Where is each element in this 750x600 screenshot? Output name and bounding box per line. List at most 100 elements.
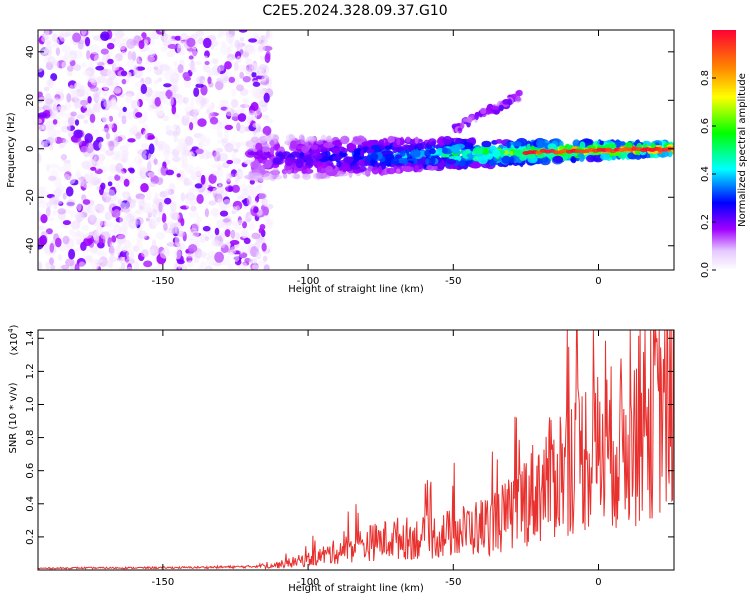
noise-blob — [97, 241, 105, 249]
noise-blob — [76, 114, 86, 120]
noise-blob — [84, 36, 91, 47]
noise-blob — [103, 99, 113, 109]
noise-blob — [83, 119, 89, 124]
track-blob — [512, 141, 522, 147]
noise-blob — [258, 64, 268, 71]
noise-blob — [177, 64, 184, 74]
noise-blob — [180, 192, 186, 202]
noise-blob — [111, 235, 117, 243]
noise-blob — [159, 249, 170, 259]
noise-blob — [57, 208, 66, 215]
noise-blob — [115, 162, 124, 173]
noise-blob — [159, 30, 170, 33]
noise-blob — [66, 71, 73, 77]
colorbar: 0.0 0.2 0.4 0.6 0.8 Normalized spectral ampl… — [700, 30, 748, 278]
noise-blob — [226, 159, 234, 165]
noise-blob — [210, 124, 220, 130]
noise-blob — [218, 152, 229, 162]
noise-blob — [243, 160, 253, 165]
noise-blob — [225, 172, 232, 182]
noise-blob — [119, 144, 129, 153]
noise-blob — [175, 94, 185, 103]
noise-blob — [112, 78, 121, 85]
noise-blob — [229, 240, 240, 245]
noise-blob — [109, 85, 114, 92]
noise-blob — [119, 42, 126, 51]
noise-blob — [198, 264, 204, 270]
branch-blob — [510, 93, 517, 99]
noise-blob — [262, 125, 272, 136]
noise-blob — [96, 250, 101, 256]
track-blob — [396, 168, 401, 174]
noise-blob — [261, 242, 267, 252]
noise-blob — [196, 216, 203, 225]
x-tick-label: -50 — [445, 577, 461, 588]
noise-blob — [47, 56, 56, 65]
y-tick-label: -40 — [25, 238, 36, 254]
noise-blob — [207, 76, 212, 85]
noise-blob — [38, 118, 43, 124]
noise-blob — [65, 258, 75, 267]
track-blob — [342, 166, 347, 173]
track-blob — [332, 140, 343, 146]
branch-blob — [466, 116, 473, 124]
noise-blob — [73, 98, 80, 110]
noise-blob — [69, 210, 77, 218]
noise-blob — [154, 97, 162, 107]
noise-blob — [147, 152, 154, 163]
noise-blob — [238, 30, 248, 33]
noise-blob — [157, 77, 163, 82]
noise-blob — [71, 90, 80, 100]
track-blob — [458, 159, 466, 167]
noise-blob — [74, 119, 80, 126]
noise-blob — [122, 106, 127, 113]
noise-blob — [136, 71, 144, 77]
noise-blob — [242, 76, 251, 83]
noise-blob — [224, 229, 231, 238]
noise-blob — [116, 239, 123, 248]
noise-blob — [145, 217, 150, 222]
track-blob — [492, 149, 501, 158]
noise-blob — [112, 156, 119, 161]
noise-blob — [165, 129, 175, 136]
noise-blob — [137, 149, 147, 156]
noise-blob — [212, 187, 217, 194]
track-blob — [325, 165, 334, 173]
noise-blob — [121, 115, 127, 125]
noise-blob — [68, 248, 76, 260]
x-tick-label: -100 — [297, 577, 320, 588]
noise-blob — [222, 218, 231, 223]
noise-blob — [190, 98, 195, 109]
noise-blob — [126, 249, 135, 260]
branch-blob — [498, 104, 505, 111]
track-blob — [301, 173, 311, 180]
noise-blob — [240, 187, 245, 198]
track-blob — [509, 156, 515, 164]
noise-blob — [203, 55, 208, 61]
noise-blob — [140, 83, 147, 95]
noise-blob — [193, 254, 200, 264]
noise-blob — [76, 169, 81, 178]
track-blob — [506, 141, 511, 149]
noise-blob — [160, 46, 166, 53]
snr-y-ticks: 0.2 0.4 0.6 0.8 1.0 1.2 1.4 — [25, 330, 674, 545]
snr-panel: -150 -100 -50 0 0.2 0.4 0.6 0.8 1.0 1.2 1.4 Heigh… — [7, 324, 675, 594]
noise-blob — [228, 186, 233, 192]
noise-blob — [152, 208, 157, 218]
noise-blob — [196, 76, 204, 85]
track-blob — [417, 142, 424, 150]
noise-blob — [39, 196, 44, 204]
noise-blob — [126, 38, 136, 49]
track-blob — [547, 143, 557, 151]
noise-blob — [96, 136, 104, 143]
noise-blob — [114, 57, 119, 67]
noise-blob — [135, 66, 146, 71]
noise-blob — [112, 64, 120, 71]
noise-blob — [242, 50, 249, 59]
noise-blob — [59, 107, 66, 118]
noise-blob — [151, 239, 157, 251]
noise-blob — [113, 223, 122, 235]
noise-blob — [238, 64, 247, 72]
noise-blob — [164, 188, 171, 197]
noise-blob — [251, 71, 257, 78]
